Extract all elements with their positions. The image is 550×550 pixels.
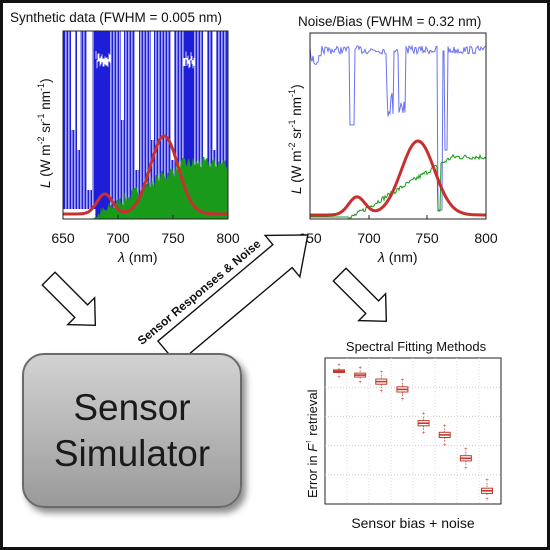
left-xtick-label: 650 xyxy=(51,230,75,246)
left-y-axis-label: L (W m-2 sr-1 nm-1) xyxy=(36,78,53,188)
sensor-simulator-line1: Sensor xyxy=(73,386,191,428)
boxplot-outlier: + xyxy=(401,397,405,403)
left-x-axis-label: λ (nm) xyxy=(117,249,158,265)
absorption-gap xyxy=(213,31,216,150)
right-plot-axes xyxy=(309,32,487,220)
right-fluorescence-peak-curve xyxy=(310,139,486,217)
boxplot-outlier: + xyxy=(401,378,405,384)
fitting-error-plot: Spectral Fitting Methods +++++++++++++++… xyxy=(303,339,502,531)
left-x-ticks xyxy=(62,215,229,219)
left-spectrum-plot: Synthetic data (FWHM = 0.005 nm) 650 700… xyxy=(10,10,240,265)
left-plot-title: Synthetic data (FWHM = 0.005 nm) xyxy=(10,10,222,25)
boxplot-outlier: + xyxy=(443,442,447,448)
boxplot-outlier: + xyxy=(337,375,341,381)
right-spectrum-plot: Noise/Bias (FWHM = 0.32 nm) 650 700 750 … xyxy=(287,14,498,265)
right-plot-title: Noise/Bias (FWHM = 0.32 nm) xyxy=(298,14,481,29)
absorption-gap xyxy=(87,31,92,190)
absorption-gap xyxy=(77,31,80,150)
fitting-grid xyxy=(325,358,501,504)
arrow-to-simulator xyxy=(41,271,97,327)
fitting-boxplots: + + + + + + + + + + + + + + + + xyxy=(333,363,493,503)
right-xtick-label: 800 xyxy=(474,230,498,246)
right-y-axis-label: L (W m-2 sr-1 nm-1) xyxy=(287,84,304,194)
sensor-simulator-line2: Simulator xyxy=(53,432,211,474)
boxplot-outlier: + xyxy=(422,412,426,418)
left-fluorescence-peak-curve xyxy=(63,134,228,216)
boxplot-outlier: + xyxy=(358,366,362,372)
boxplot-outlier: + xyxy=(358,380,362,386)
boxplot-outlier: + xyxy=(443,423,447,429)
fitting-plot-title: Spectral Fitting Methods xyxy=(346,339,487,354)
fitting-x-axis-label: Sensor bias + noise xyxy=(351,515,475,531)
boxplot-outlier: + xyxy=(464,447,468,453)
boxplot-outlier: + xyxy=(380,370,384,376)
sensor-simulator-box: Sensor Simulator xyxy=(22,353,242,508)
convolved-radiance-spectrum xyxy=(310,44,486,211)
right-xtick-label: 750 xyxy=(415,230,439,246)
left-plot-axes xyxy=(62,30,229,220)
fitting-y-axis-label: Error in F↑ retrieval xyxy=(303,389,320,498)
high-res-fluorescence-spectrum xyxy=(63,156,228,219)
left-xtick-label: 750 xyxy=(161,230,185,246)
absorption-gap xyxy=(135,31,139,170)
right-xtick-label: 700 xyxy=(357,230,381,246)
boxplot-outlier: + xyxy=(485,478,489,484)
boxplot-outlier: + xyxy=(337,363,341,369)
absorption-gap xyxy=(151,31,154,140)
left-xtick-label: 700 xyxy=(106,230,130,246)
absorption-gap xyxy=(71,31,75,130)
left-xtick-label: 800 xyxy=(216,230,240,246)
boxplot-outlier: + xyxy=(422,431,426,437)
convolved-fluorescence-spectrum xyxy=(310,153,486,219)
absorption-gap xyxy=(203,31,207,180)
right-x-ticks xyxy=(309,215,487,219)
right-x-axis-label: λ (nm) xyxy=(377,249,418,265)
absorption-gap xyxy=(171,31,174,160)
boxplot-outlier: + xyxy=(464,466,468,472)
boxplot-outlier: + xyxy=(485,497,489,503)
arrow-to-fitting xyxy=(332,267,388,323)
boxplot-outlier: + xyxy=(380,389,384,395)
absorption-gap xyxy=(121,31,124,120)
